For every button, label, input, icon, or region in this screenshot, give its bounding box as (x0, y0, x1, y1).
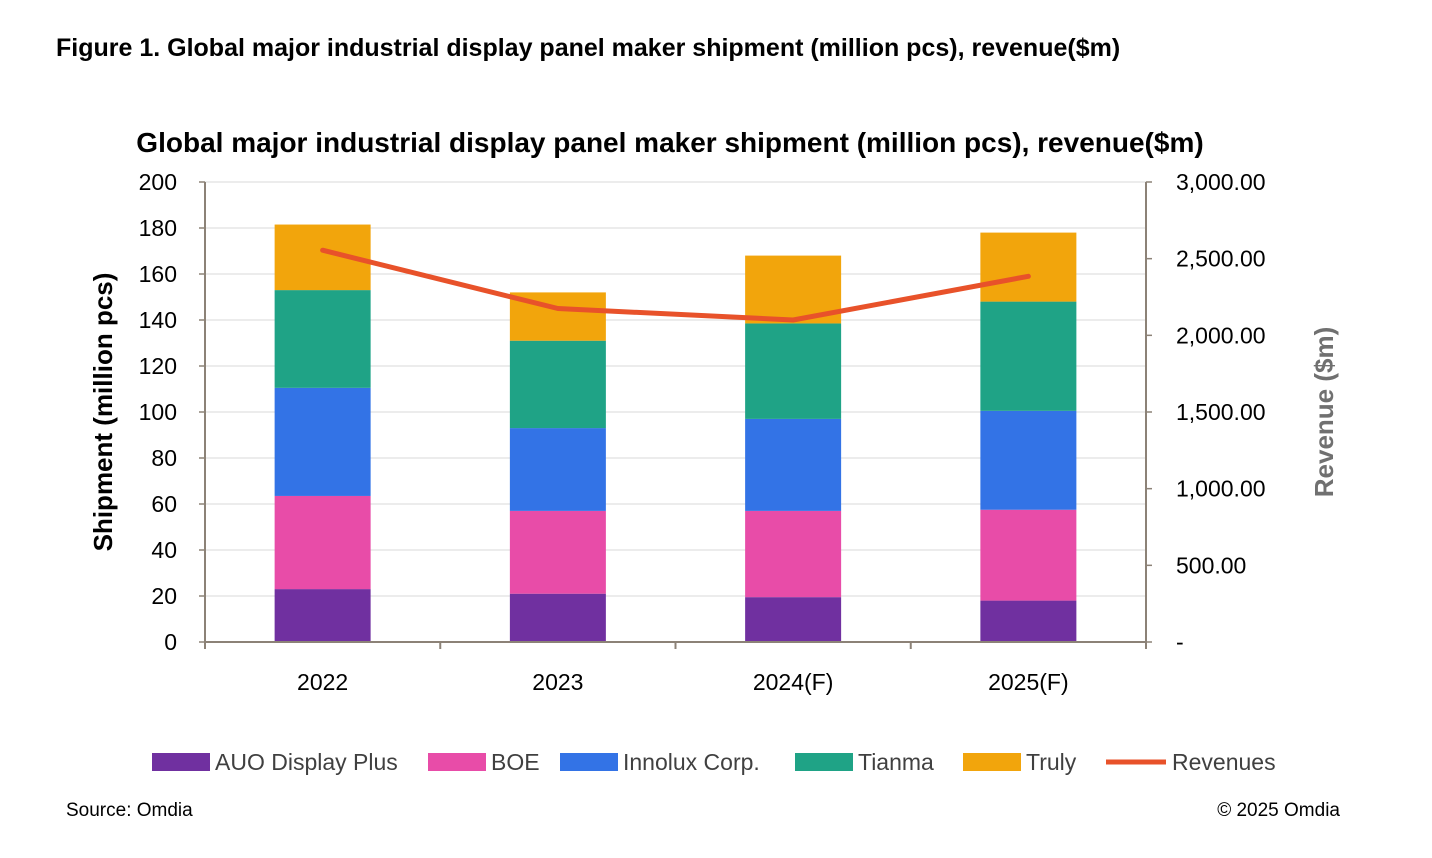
bar-tianma (274, 290, 371, 388)
x-tick-label: 2025(F) (988, 669, 1069, 695)
chart-title: Global major industrial display panel ma… (136, 127, 1203, 158)
y2-tick-label: 500.00 (1176, 552, 1246, 578)
y-tick-label: 100 (139, 399, 177, 425)
bar-auo-display-plus (509, 593, 606, 642)
y2-tick-label: - (1176, 629, 1184, 655)
bar-innolux-corp (274, 387, 371, 496)
figure-title: Figure 1. Global major industrial displa… (56, 34, 1121, 62)
y-tick-label: 160 (139, 261, 177, 287)
bar-boe (509, 510, 606, 594)
legend-swatch-innolux-corp (560, 753, 618, 771)
bar-boe (274, 495, 371, 590)
axes: 0 20 40 60 80 100 120 140 160 180 200 - 500.00 1,000.… (139, 169, 1266, 695)
legend-swatch-tianma (795, 753, 853, 771)
y-tick-label: 120 (139, 353, 177, 379)
legend-label-auo-display-plus: AUO Display Plus (215, 749, 398, 775)
y2-tick-label: 2,500.00 (1176, 246, 1266, 272)
legend-label-innolux-corp: Innolux Corp. (623, 749, 760, 775)
y-tick-label: 180 (139, 215, 177, 241)
revenue-line-path (320, 247, 1031, 323)
y-tick-label: 0 (164, 629, 177, 655)
y-tick-label: 60 (151, 491, 177, 517)
y-tick-label: 200 (139, 169, 177, 195)
source-note: Source: Omdia (66, 800, 193, 821)
legend-label-tianma: Tianma (858, 749, 934, 775)
bar-auo-display-plus (980, 600, 1077, 642)
copyright-note: © 2025 Omdia (1217, 800, 1340, 821)
legend-label-revenues: Revenues (1172, 749, 1276, 775)
legend-label-boe: BOE (491, 749, 540, 775)
y2-tick-label: 1,000.00 (1176, 476, 1266, 502)
x-tick-label: 2022 (297, 669, 348, 695)
legend-swatch-truly (963, 753, 1021, 771)
y-tick-label: 40 (151, 537, 177, 563)
revenue-line (320, 247, 1031, 323)
legend-label-truly: Truly (1026, 749, 1077, 775)
x-tick-label: 2024(F) (753, 669, 834, 695)
legend-swatch-boe (428, 753, 486, 771)
legend-swatch-auo-display-plus (152, 753, 210, 771)
x-tick-label: 2023 (532, 669, 583, 695)
legend: AUO Display Plus BOE Innolux Corp. Tianma Tr… (152, 749, 1276, 775)
bar-auo-display-plus (274, 589, 371, 642)
bar-innolux-corp (980, 410, 1077, 510)
y2-tick-label: 3,000.00 (1176, 169, 1266, 195)
bar-innolux-corp (745, 418, 842, 511)
bars (274, 224, 1077, 642)
bar-boe (745, 510, 842, 598)
y2-tick-label: 1,500.00 (1176, 399, 1266, 425)
bar-tianma (509, 340, 606, 429)
bar-innolux-corp (509, 428, 606, 511)
y2-tick-label: 2,000.00 (1176, 322, 1266, 348)
y-tick-label: 20 (151, 583, 177, 609)
y-axis-label: Shipment (million pcs) (88, 273, 118, 552)
bar-boe (980, 509, 1077, 601)
bar-tianma (745, 323, 842, 419)
y2-axis-label: Revenue ($m) (1309, 327, 1339, 498)
bar-auo-display-plus (745, 597, 842, 642)
y-tick-label: 140 (139, 307, 177, 333)
y-tick-label: 80 (151, 445, 177, 471)
bar-truly (980, 232, 1077, 302)
bar-tianma (980, 301, 1077, 411)
